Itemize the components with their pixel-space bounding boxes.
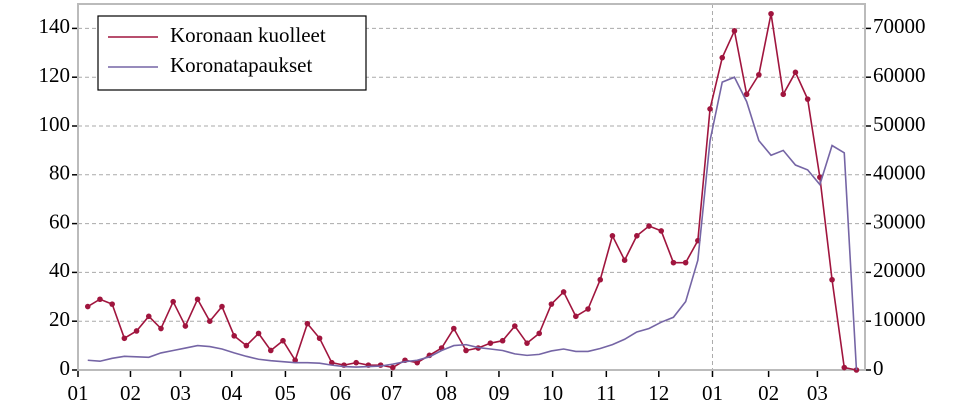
point xyxy=(560,289,567,295)
point xyxy=(512,323,518,329)
series-line xyxy=(87,76,858,371)
y-tick-label: 120 xyxy=(39,63,71,87)
point xyxy=(682,259,689,266)
plot-frame xyxy=(77,3,866,371)
x-tick-label: 11 xyxy=(596,381,616,405)
point xyxy=(548,301,555,307)
point xyxy=(133,328,140,334)
y2-tick-label: 20000 xyxy=(873,258,926,282)
point xyxy=(267,347,274,354)
y-tick-label: 80 xyxy=(49,161,70,185)
y-tick-label: 100 xyxy=(39,112,71,136)
point xyxy=(499,337,506,344)
point xyxy=(206,318,213,325)
y-tick-label: 140 xyxy=(39,14,71,38)
x-tick-label: 08 xyxy=(436,381,457,405)
x-tick-label: 01 xyxy=(68,381,89,405)
legend-label: Koronatapaukset xyxy=(170,53,312,77)
point xyxy=(304,320,311,327)
point xyxy=(158,325,164,332)
series-line xyxy=(87,13,857,371)
legend-label: Koronaan kuolleet xyxy=(170,23,326,47)
point xyxy=(609,233,616,239)
point xyxy=(109,301,115,307)
y2-tick-label: 70000 xyxy=(873,14,926,38)
x-tick-label: 01 xyxy=(702,381,723,405)
x-tick-label: 04 xyxy=(221,381,243,405)
point xyxy=(707,106,713,112)
point xyxy=(646,223,652,229)
y2-tick-label: 30000 xyxy=(873,209,926,233)
y2-tick-label: 60000 xyxy=(873,63,926,87)
y-tick-label: 0 xyxy=(60,356,71,380)
point xyxy=(292,357,298,364)
x-tick-label: 02 xyxy=(758,381,779,405)
point xyxy=(219,303,225,310)
point xyxy=(121,335,128,342)
point xyxy=(463,347,469,354)
point xyxy=(621,257,628,264)
point xyxy=(792,69,799,76)
point xyxy=(255,330,262,337)
point xyxy=(743,91,750,98)
y2-tick-label: 50000 xyxy=(873,112,926,136)
point xyxy=(451,325,457,332)
x-tick-label: 05 xyxy=(275,381,296,405)
point xyxy=(768,10,774,17)
point xyxy=(182,323,189,329)
point xyxy=(353,359,359,366)
x-tick-label: 03 xyxy=(807,381,828,405)
point xyxy=(804,96,811,102)
point xyxy=(829,276,835,283)
point xyxy=(231,333,237,339)
point xyxy=(634,233,640,239)
y2-tick-label: 40000 xyxy=(873,161,926,185)
point xyxy=(658,228,665,234)
point xyxy=(573,313,579,320)
x-tick-label: 06 xyxy=(330,381,351,405)
x-tick-label: 12 xyxy=(648,381,669,405)
point xyxy=(414,359,421,366)
point xyxy=(280,337,286,344)
point xyxy=(390,364,396,371)
point xyxy=(780,91,787,98)
y-tick-label: 40 xyxy=(49,258,70,282)
x-tick-label: 07 xyxy=(381,381,402,405)
point xyxy=(487,340,494,346)
y-tick-label: 60 xyxy=(49,209,70,233)
point xyxy=(243,342,250,349)
x-tick-label: 10 xyxy=(542,381,563,405)
point xyxy=(328,359,335,366)
x-tick-label: 09 xyxy=(488,381,509,405)
point xyxy=(84,303,91,310)
y-tick-label: 20 xyxy=(49,307,70,331)
legend-box xyxy=(97,15,367,91)
point xyxy=(170,298,176,305)
point xyxy=(597,276,604,283)
point xyxy=(841,364,848,371)
point xyxy=(585,306,591,312)
point xyxy=(731,28,738,34)
point xyxy=(756,71,762,78)
point xyxy=(97,296,103,303)
y2-tick-label: 0 xyxy=(873,356,884,380)
y2-tick-label: 10000 xyxy=(873,307,926,331)
point xyxy=(719,54,726,61)
point xyxy=(145,313,152,320)
point xyxy=(536,330,543,337)
x-tick-label: 03 xyxy=(170,381,191,405)
point xyxy=(524,340,530,346)
point xyxy=(670,259,677,266)
x-tick-label: 02 xyxy=(120,381,141,405)
point xyxy=(194,296,201,303)
point xyxy=(316,335,323,342)
legend: Koronaan kuolleet Koronatapaukset xyxy=(97,15,367,91)
